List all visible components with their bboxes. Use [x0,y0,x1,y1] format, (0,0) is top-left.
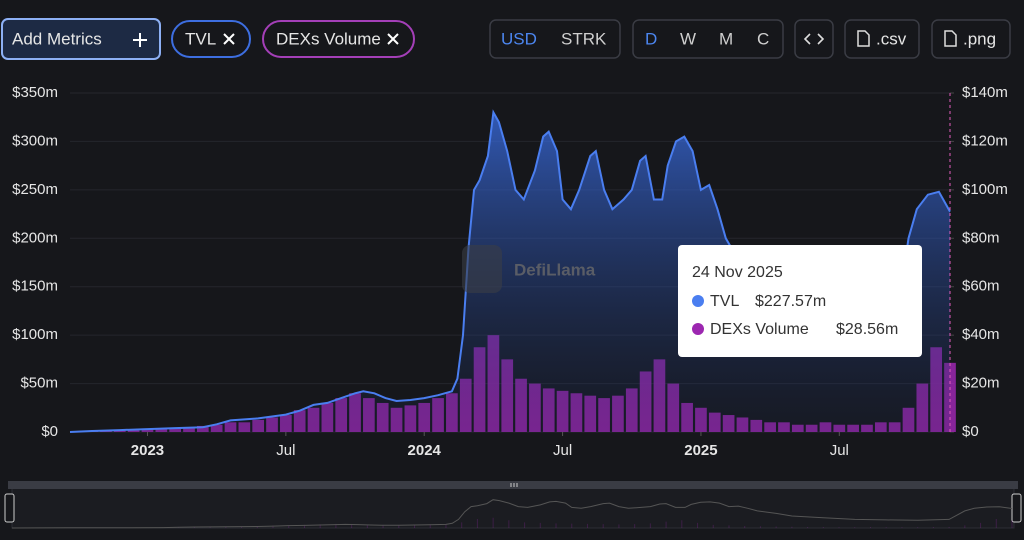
tooltip-marker [692,323,704,335]
tooltip-title: 24 Nov 2025 [692,264,783,281]
y-tick-label: $150m [12,278,58,295]
button-label: Add Metrics [12,29,102,48]
add-metrics-button[interactable]: Add Metrics [1,18,161,60]
button-label: .csv [876,29,907,48]
period-option[interactable]: D [645,29,657,48]
range-brush[interactable] [4,481,1022,529]
watermark-logo [462,245,502,293]
x-tick-label: Jul [276,442,295,459]
x-tick-label: 2024 [408,442,442,459]
png-button[interactable]: .png [931,19,1011,59]
y2-tick-label: $20m [962,375,1000,392]
tooltip-series: DEXs Volume [710,321,809,338]
y2-tick-label: $140m [962,84,1008,101]
y-tick-label: $350m [12,84,58,101]
y-tick-label: $100m [12,326,58,343]
x-tick-label: Jul [830,442,849,459]
y2-tick-label: $80m [962,229,1000,246]
metric-chip[interactable]: TVL [171,20,251,58]
y-tick-label: $300m [12,132,58,149]
period-group [632,19,784,59]
x-tick-label: 2023 [131,442,164,459]
x-tick-label: 2025 [684,442,717,459]
currency-option[interactable]: STRK [561,29,607,48]
button-label: .png [963,29,996,48]
y2-tick-label: $60m [962,278,1000,295]
currency-option[interactable]: USD [501,29,537,48]
metric-chip[interactable]: DEXs Volume [262,20,415,58]
currency-group [489,19,621,59]
y-tick-label: $250m [12,181,58,198]
tooltip: 24 Nov 2025 TVL $227.57m DEXs Volume $28… [678,245,922,357]
embed-button[interactable] [794,19,834,59]
brush-line [11,499,1013,529]
csv-button[interactable]: .csv [844,19,920,59]
y2-tick-label: $100m [962,181,1008,198]
tooltip-value: $28.56m [836,321,898,338]
y2-tick-label: $40m [962,326,1000,343]
y2-tick-label: $120m [962,132,1008,149]
tooltip-series: TVL [710,293,739,310]
y-tick-label: $200m [12,229,58,246]
chip-label: DEXs Volume [276,29,381,48]
y2-tick-label: $0 [962,423,979,440]
period-option[interactable]: C [757,29,769,48]
tooltip-value: $227.57m [755,293,826,310]
tvl-line [69,109,951,433]
tooltip-marker [692,295,704,307]
watermark: DefiLlama [514,260,596,279]
y-tick-label: $0 [41,423,58,440]
period-option[interactable]: W [680,29,696,48]
y-tick-label: $50m [20,375,58,392]
chip-label: TVL [185,29,216,48]
x-tick-label: Jul [553,442,572,459]
period-option[interactable]: M [719,29,733,48]
